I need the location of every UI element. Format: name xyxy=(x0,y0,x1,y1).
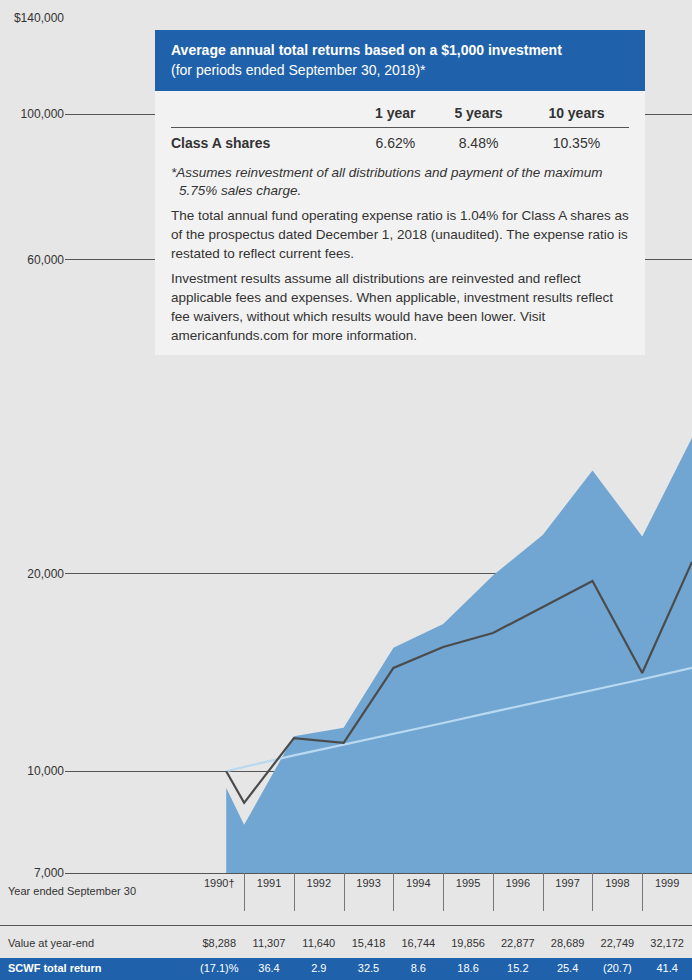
html-text:6.62%: 6.62% xyxy=(375,134,416,151)
html-text:The total annual fund operatin: The total annual fund operating expense … xyxy=(171,208,629,262)
svg-text:100,000: 100,000 xyxy=(21,107,65,121)
html-text:(20.7): (20.7) xyxy=(603,962,632,974)
html-text:1 year: 1 year xyxy=(375,104,416,121)
html-text:(for periods ended September 3: (for periods ended September 30, 2018)* xyxy=(171,62,426,79)
html-text:10 years: 10 years xyxy=(548,104,605,121)
html-text:5 years: 5 years xyxy=(454,104,503,121)
html-text:(17.1)%: (17.1)% xyxy=(200,962,239,974)
svg-text:1993: 1993 xyxy=(356,877,380,889)
html-text:41.4: 41.4 xyxy=(656,962,678,974)
html-text:28,689: 28,689 xyxy=(550,937,585,949)
svg-text:1994: 1994 xyxy=(406,877,430,889)
svg-text:20,000: 20,000 xyxy=(27,567,64,581)
svg-text:1997: 1997 xyxy=(555,877,579,889)
html-text:15.2: 15.2 xyxy=(507,962,529,974)
html-text:Investment results assume all: Investment results assume all distributi… xyxy=(171,271,613,343)
svg-text:$140,000: $140,000 xyxy=(14,11,64,25)
html-text:Year ended September 30: Year ended September 30 xyxy=(8,885,136,897)
html-text:$8,288: $8,288 xyxy=(202,937,237,949)
html-text:8.48%: 8.48% xyxy=(458,134,499,151)
html-text:32.5: 32.5 xyxy=(357,962,380,974)
svg-text:1990†: 1990† xyxy=(204,877,235,889)
html-text:22,749: 22,749 xyxy=(600,937,635,949)
html-text:Class A shares: Class A shares xyxy=(171,134,271,151)
html-text:SCWF total return: SCWF total return xyxy=(8,962,102,974)
svg-text:1999: 1999 xyxy=(655,877,679,889)
html-text:25.4: 25.4 xyxy=(556,962,579,974)
html-text:19,856: 19,856 xyxy=(451,937,485,949)
html-text:2.9: 2.9 xyxy=(311,962,327,974)
html-text:32,172: 32,172 xyxy=(650,937,684,949)
svg-text:10,000: 10,000 xyxy=(27,764,64,778)
html-text:8.6: 8.6 xyxy=(410,962,426,974)
html-text:10.35%: 10.35% xyxy=(552,134,601,151)
html-text:Value at year-end: Value at year-end xyxy=(8,937,94,949)
svg-text:1998: 1998 xyxy=(605,877,629,889)
svg-text:60,000: 60,000 xyxy=(27,253,64,267)
svg-text:1995: 1995 xyxy=(456,877,480,889)
html-text:15,418: 15,418 xyxy=(351,937,386,949)
html-text:*Assumes reinvestment of all d: *Assumes reinvestment of all distributio… xyxy=(171,164,603,199)
html-text:16,744: 16,744 xyxy=(401,937,436,949)
svg-text:1992: 1992 xyxy=(307,877,331,889)
html-text:11,640: 11,640 xyxy=(302,937,336,949)
svg-text:1991: 1991 xyxy=(257,877,281,889)
html-text:22,877: 22,877 xyxy=(501,937,535,949)
svg-text:1996: 1996 xyxy=(506,877,530,889)
svg-text:7,000: 7,000 xyxy=(34,866,64,880)
html-text:11,307: 11,307 xyxy=(252,937,286,949)
html-text:18.6: 18.6 xyxy=(457,962,479,974)
html-text:Average annual total returns b: Average annual total returns based on a … xyxy=(171,42,562,58)
html-text:36.4: 36.4 xyxy=(258,962,280,974)
